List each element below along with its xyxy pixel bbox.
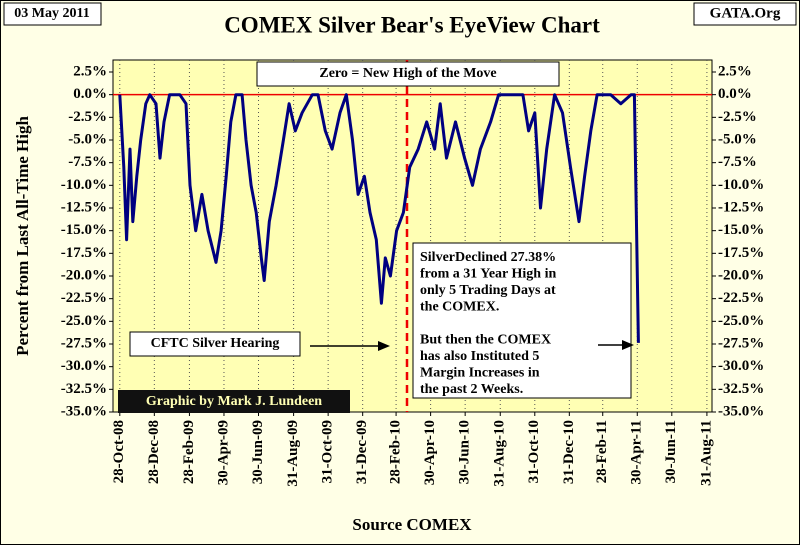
- y-tick-label: -10.0%: [61, 177, 107, 193]
- site-label: GATA.Org: [710, 5, 781, 21]
- decline-note-line: only 5 Trading Days at: [420, 283, 556, 298]
- y-tick-label: -27.5%: [61, 335, 107, 351]
- y-tick-label: -17.5%: [61, 245, 107, 261]
- credit-box: [118, 390, 350, 413]
- y-tick-label: -22.5%: [61, 290, 107, 306]
- decline-note-line: has also Instituted 5: [420, 349, 539, 364]
- x-axis-label: Source COMEX: [352, 515, 472, 534]
- x-tick-label: 28-Feb-10: [388, 420, 404, 484]
- hearing-note: CFTC Silver Hearing: [151, 336, 280, 351]
- y2-tick-label: -15.0%: [718, 222, 764, 238]
- y-tick-label: -15.0%: [61, 222, 107, 238]
- date-box: [3, 2, 102, 26]
- y-tick-label: 0.0%: [73, 86, 107, 102]
- y-tick-label: -30.0%: [61, 358, 107, 374]
- credit: Graphic by Mark J. Lundeen: [146, 394, 322, 409]
- y-tick-label: -5.0%: [68, 131, 107, 147]
- y2-tick-label: -22.5%: [718, 290, 764, 306]
- y-tick-label: -35.0%: [61, 403, 107, 419]
- decline-note-line: the COMEX.: [420, 300, 499, 315]
- y-tick-label: -12.5%: [61, 199, 107, 215]
- series-line: [118, 93, 640, 343]
- arrowhead: [622, 340, 634, 350]
- y2-tick-label: -35.0%: [718, 403, 764, 419]
- x-tick-label: 28-Feb-11: [594, 420, 610, 483]
- marks: 2.5% 0.0% -2.5% -5.0% -7.5% -10.0% -12.5% -15.0…: [61, 63, 765, 486]
- y2-tick-label: -25.0%: [718, 313, 764, 329]
- x-tick-label: 30-Apr-09: [215, 420, 231, 485]
- x-tick-label: 31-Dec-09: [354, 420, 370, 484]
- zero-note: Zero = New High of the Move: [319, 66, 496, 81]
- y2-tick-label: -5.0%: [718, 131, 757, 147]
- y2-tick-label: 0.0%: [718, 86, 752, 102]
- y2-tick-label: -7.5%: [718, 154, 757, 170]
- y-tick-label: 2.5%: [73, 63, 107, 79]
- x-tick-label: 30-Jun-11: [663, 420, 679, 483]
- x-tick-label: 31-Aug-09: [285, 420, 301, 487]
- y2-tick-label: -32.5%: [718, 381, 764, 397]
- decline-note-line: Margin Increases in: [420, 366, 540, 381]
- y-axis-label: Percent from Last All-Time High: [13, 116, 32, 356]
- y2-tick-label: -20.0%: [718, 267, 764, 283]
- chart-title: COMEX Silver Bear's EyeView Chart: [224, 12, 600, 37]
- x-tick-label: 31-Oct-10: [526, 420, 542, 483]
- y2-tick-label: -17.5%: [718, 245, 764, 261]
- x-tick-label: 30-Apr-10: [422, 420, 438, 485]
- y2-tick-label: -30.0%: [718, 358, 764, 374]
- decline-note-line: But then the COMEX: [420, 333, 551, 348]
- zero-note-box: [256, 61, 560, 87]
- x-tick-label: 28-Feb-09: [181, 420, 197, 484]
- site-box: [693, 2, 797, 26]
- decline-note-line: the past 2 Weeks.: [420, 382, 523, 397]
- y2-tick-label: -27.5%: [718, 335, 764, 351]
- x-tick-label: 30-Apr-11: [629, 420, 645, 484]
- hearing-box: [129, 331, 301, 357]
- y2-tick-label: -10.0%: [718, 177, 764, 193]
- decline-note-line: from a 31 Year High in: [420, 267, 556, 282]
- y-tick-label: -7.5%: [68, 154, 107, 170]
- x-tick-label: 31-Aug-11: [698, 420, 714, 486]
- y-tick-label: -20.0%: [61, 267, 107, 283]
- y2-tick-label: -2.5%: [718, 109, 757, 125]
- y-tick-label: -25.0%: [61, 313, 107, 329]
- x-tick-label: 31-Oct-09: [320, 420, 336, 483]
- x-tick-label: 30-Jun-10: [457, 420, 473, 484]
- y-tick-label: -2.5%: [68, 109, 107, 125]
- date-label: 03 May 2011: [14, 6, 89, 21]
- x-tick-label: 28-Oct-08: [111, 420, 127, 483]
- decline-note-line: SilverDeclined 27.38%: [420, 250, 556, 265]
- x-tick-label: 31-Aug-10: [492, 420, 508, 487]
- y2-tick-label: 2.5%: [718, 63, 752, 79]
- decline-box: [412, 242, 632, 399]
- arrowhead: [378, 341, 390, 351]
- y-tick-label: -32.5%: [61, 381, 107, 397]
- x-tick-label: 28-Dec-08: [146, 420, 162, 484]
- x-tick-label: 31-Dec-10: [561, 420, 577, 484]
- y2-tick-label: -12.5%: [718, 199, 764, 215]
- decline-note: SilverDeclined 27.38% from a 31 Year High…: [420, 250, 556, 397]
- x-tick-label: 30-Jun-09: [250, 420, 266, 484]
